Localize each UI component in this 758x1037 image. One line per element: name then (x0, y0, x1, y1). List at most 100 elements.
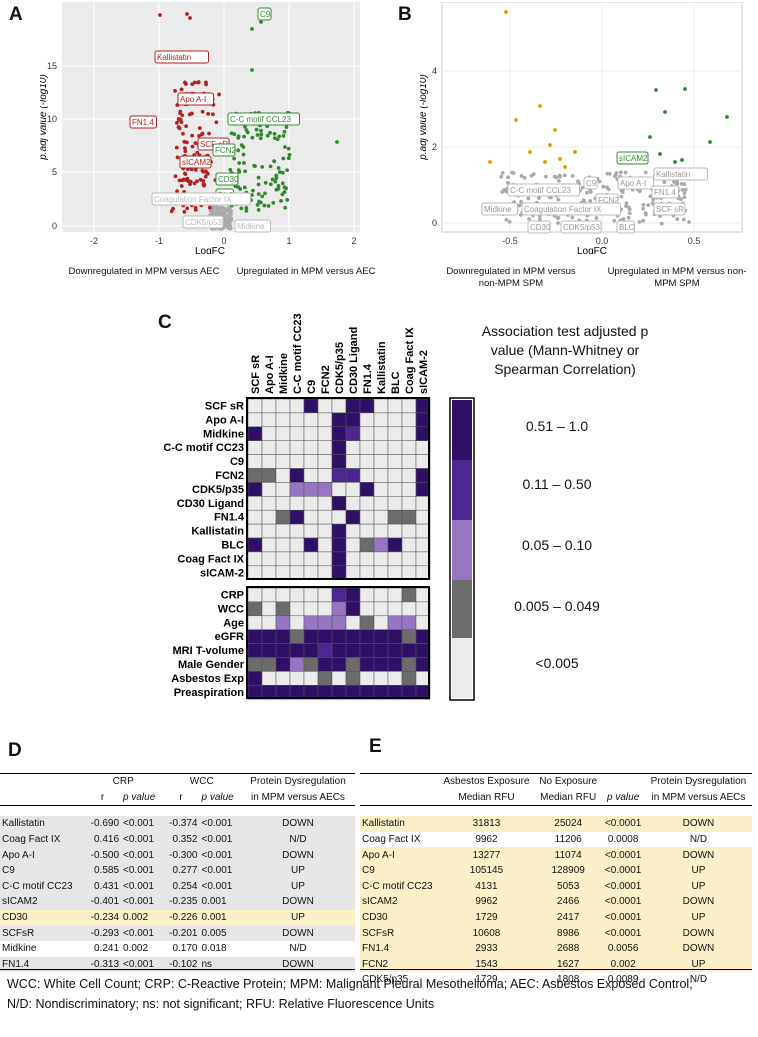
heatmap-column-label: CD30 Ligand (348, 327, 360, 394)
b-xtick: 0.0 (596, 236, 609, 246)
heatmap-cell (387, 601, 403, 617)
heatmap-cell (317, 657, 333, 672)
table-cell: <0.001 (123, 927, 154, 939)
table-cell: 1808 (557, 974, 580, 986)
table-cell: <0.0001 (604, 927, 642, 939)
heatmap-cell (317, 412, 333, 428)
table-cell: C-C motif CC23 (362, 880, 433, 892)
heatmap-cell (289, 601, 305, 617)
legend-level: 0.51 – 1.0 (525, 418, 589, 434)
heatmap-cell (331, 398, 347, 414)
heatmap-cell (275, 426, 291, 441)
heatmap-cell (289, 657, 305, 672)
table-cell: DOWN (682, 927, 715, 939)
heatmap-cell (373, 615, 389, 630)
heatmap-cell (247, 454, 263, 469)
heatmap-cell (317, 643, 333, 658)
heatmap-cell (387, 565, 403, 580)
heatmap-cell (401, 454, 417, 469)
heatmap-cell (247, 509, 263, 525)
table-cell: -0.313 (90, 958, 120, 970)
footnote-line: WCC: White Cell Count; CRP: C-Reactive P… (7, 977, 693, 991)
b-point-label: CDK5/p53 (563, 223, 600, 232)
table-d: CRP WCC Protein Dysregulation r p value … (0, 773, 355, 973)
heatmap-cell (303, 629, 319, 644)
table-cell: 9962 (475, 896, 498, 908)
e-header: p value (607, 791, 640, 803)
heatmap-cell (247, 551, 263, 567)
heatmap-cell (275, 496, 291, 511)
heatmap-cell (247, 671, 263, 686)
heatmap-cell (415, 440, 431, 455)
table-cell: Midkine (2, 943, 37, 955)
heatmap-cell (289, 426, 305, 441)
heatmap-cell (331, 468, 347, 483)
panel-c-letter: C (158, 312, 172, 333)
heatmap-cell (401, 671, 417, 686)
table-cell: 0.241 (93, 943, 120, 955)
heatmap-cell (289, 565, 305, 580)
heatmap-cell (401, 565, 417, 580)
heatmap-cell (415, 496, 431, 511)
heatmap-cell (373, 671, 389, 686)
table-cell: sICAM2 (362, 896, 398, 908)
heatmap-cell (275, 440, 291, 455)
heatmap-cell (359, 482, 375, 497)
heatmap-cell (359, 565, 375, 580)
table-cell: 5053 (557, 880, 580, 892)
b-point-label: sICAM2 (619, 154, 648, 163)
b-point-label: C9 (586, 179, 597, 188)
legend-swatch (452, 638, 472, 698)
heatmap-cell (415, 398, 431, 414)
table-cell: C9 (2, 865, 15, 877)
table-row: C-C motif CC23 0.431 <0.001 0.254 <0.001 UP (0, 878, 355, 895)
heatmap-cell (401, 496, 417, 511)
heatmap-cell (289, 509, 305, 525)
a-ytick: 10 (47, 114, 57, 124)
heatmap-cell (415, 468, 431, 483)
a-point-label: Apo A-I (180, 95, 206, 104)
heatmap-cell (261, 565, 277, 580)
heatmap-cell (261, 398, 277, 414)
heatmap-cell (387, 426, 403, 441)
table-cell: 0.431 (93, 880, 120, 892)
heatmap-cell (303, 615, 319, 630)
table-cell: UP (291, 912, 305, 924)
a-xtick: 1 (286, 236, 291, 246)
heatmap-cell (359, 551, 375, 567)
heatmap-cell (401, 398, 417, 414)
heatmap-cell (261, 426, 277, 441)
table-cell: 1729 (475, 912, 498, 924)
heatmap-cell (359, 643, 375, 658)
table-cell: UP (691, 958, 706, 970)
heatmap-column-label: CDK5/p35 (334, 342, 346, 394)
heatmap-row-label: eGFR (215, 631, 244, 643)
table-cell: 8986 (557, 927, 580, 939)
heatmap-cell (275, 468, 291, 483)
heatmap-cell (247, 565, 263, 580)
heatmap-cell (317, 523, 333, 539)
heatmap-cell (317, 537, 333, 553)
heatmap-cell (275, 671, 291, 686)
heatmap-cell (359, 398, 375, 414)
table-cell: ns (201, 958, 213, 970)
heatmap-column-label: FN1.4 (362, 363, 374, 394)
heatmap-cell (331, 537, 347, 553)
heatmap-cell (247, 398, 263, 414)
heatmap-cell (387, 587, 403, 603)
e-header: Median RFU (540, 791, 597, 803)
table-cell: 0.002 (123, 943, 149, 955)
table-cell: <0.001 (123, 958, 154, 970)
table-row: C9 0.585 <0.001 0.277 <0.001 UP (0, 862, 355, 879)
heatmap-cell (317, 482, 333, 497)
heatmap-cell (373, 398, 389, 414)
e-header (601, 774, 644, 790)
heatmap-cell (303, 426, 319, 441)
heatmap-cell (415, 454, 431, 469)
heatmap-cell (275, 587, 291, 603)
table-cell: 0.002 (610, 958, 636, 970)
heatmap-cell (303, 523, 319, 539)
heatmap-cell (261, 482, 277, 497)
heatmap-cell (275, 398, 291, 414)
b-ytick: 4 (432, 66, 437, 76)
